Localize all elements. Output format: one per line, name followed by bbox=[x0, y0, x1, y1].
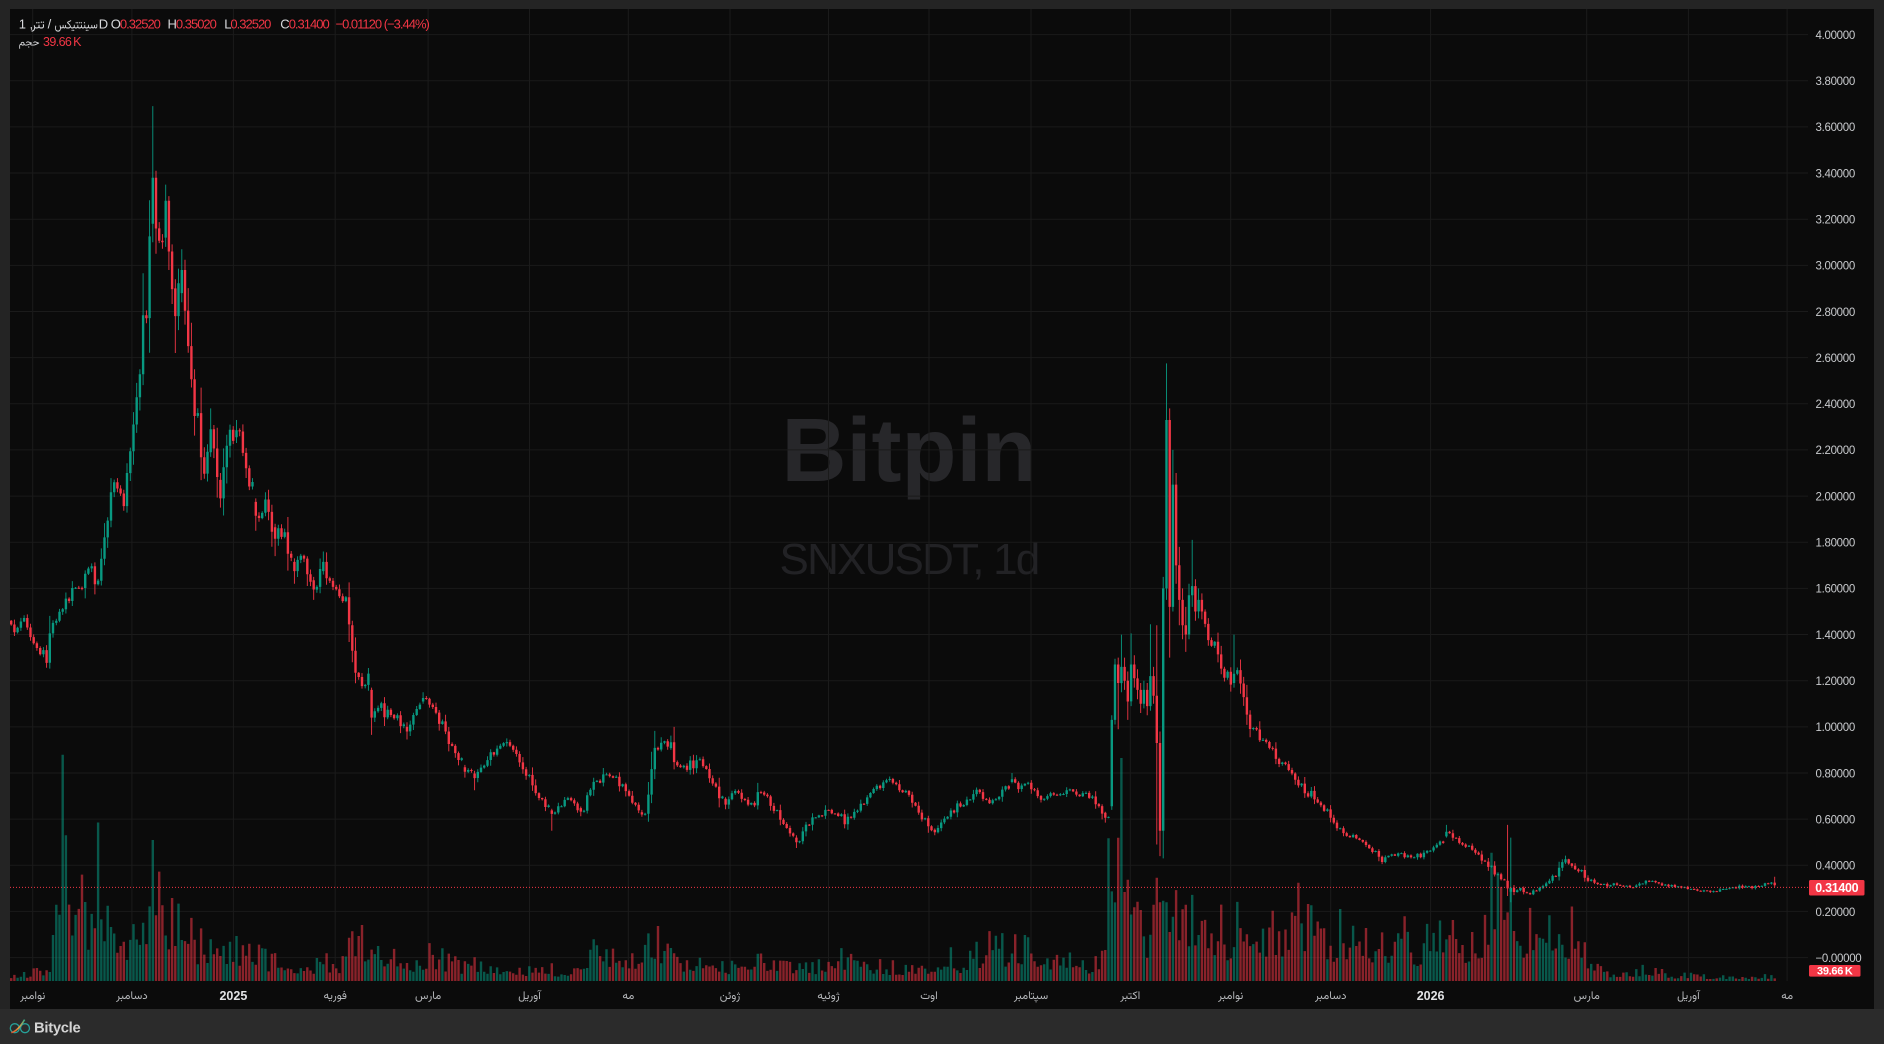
svg-text:D: D bbox=[99, 17, 108, 32]
svg-text:0.60000: 0.60000 bbox=[1816, 815, 1855, 827]
svg-text:3.40000: 3.40000 bbox=[1816, 168, 1855, 180]
svg-text:3.80000: 3.80000 bbox=[1816, 76, 1855, 88]
svg-text:3.60000: 3.60000 bbox=[1816, 122, 1855, 134]
svg-text:L0.32520: L0.32520 bbox=[224, 17, 271, 32]
svg-text:2.80000: 2.80000 bbox=[1816, 307, 1855, 319]
svg-text:2025: 2025 bbox=[219, 989, 247, 1003]
svg-text:1.00000: 1.00000 bbox=[1816, 722, 1855, 734]
svg-text:C0.31400: C0.31400 bbox=[280, 17, 329, 32]
svg-text:/: / bbox=[48, 17, 52, 32]
svg-text:Bitpin: Bitpin bbox=[782, 401, 1037, 501]
svg-text:2.40000: 2.40000 bbox=[1816, 399, 1855, 411]
svg-text:0.31400: 0.31400 bbox=[1815, 881, 1858, 895]
svg-text:2.20000: 2.20000 bbox=[1816, 445, 1855, 457]
svg-text:3.20000: 3.20000 bbox=[1816, 215, 1855, 227]
svg-text:39.66 K: 39.66 K bbox=[43, 35, 82, 49]
svg-text:2.00000: 2.00000 bbox=[1816, 491, 1855, 503]
svg-text:4.00000: 4.00000 bbox=[1816, 30, 1855, 42]
svg-text:3.00000: 3.00000 bbox=[1816, 261, 1855, 273]
svg-text:Bitycle: Bitycle bbox=[34, 1021, 80, 1037]
svg-text:H0.35020: H0.35020 bbox=[168, 17, 217, 32]
svg-text:0.20000: 0.20000 bbox=[1816, 907, 1855, 919]
svg-text:2026: 2026 bbox=[1417, 989, 1445, 1003]
svg-text:1.60000: 1.60000 bbox=[1816, 584, 1855, 596]
svg-text:1.20000: 1.20000 bbox=[1816, 676, 1855, 688]
svg-text:−0.01120 (−3.44%): −0.01120 (−3.44%) bbox=[336, 17, 430, 32]
svg-text:SNXUSDT, 1d: SNXUSDT, 1d bbox=[780, 535, 1039, 584]
svg-text:2.60000: 2.60000 bbox=[1816, 353, 1855, 365]
svg-text:1.80000: 1.80000 bbox=[1816, 538, 1855, 550]
svg-text:1.40000: 1.40000 bbox=[1816, 630, 1855, 642]
svg-text:−0.00000: −0.00000 bbox=[1816, 953, 1862, 965]
svg-text:1 ,: 1 , bbox=[19, 17, 33, 32]
svg-text:0.80000: 0.80000 bbox=[1816, 768, 1855, 780]
svg-text:39.66 K: 39.66 K bbox=[1817, 966, 1853, 978]
svg-text:0.40000: 0.40000 bbox=[1816, 861, 1855, 873]
svg-text:O0.32520: O0.32520 bbox=[111, 17, 161, 32]
